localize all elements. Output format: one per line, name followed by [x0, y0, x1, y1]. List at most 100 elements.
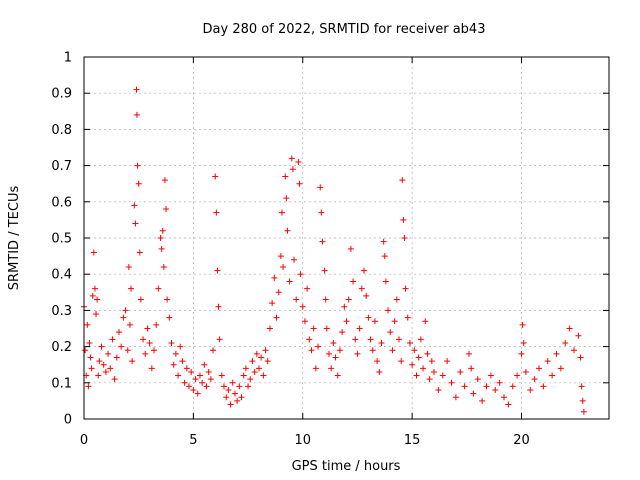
data-point [179, 358, 186, 365]
data-point [580, 408, 587, 415]
data-point [369, 347, 376, 354]
y-tick-label: 0.6 [51, 195, 72, 210]
data-point [216, 336, 223, 343]
data-point [356, 325, 363, 332]
data-point [109, 336, 116, 343]
data-point [428, 358, 435, 365]
data-point [376, 368, 383, 375]
data-point [277, 253, 284, 260]
data-point [468, 365, 475, 372]
data-point [213, 209, 220, 216]
data-point [128, 285, 135, 292]
data-point [350, 278, 357, 285]
data-point [163, 206, 170, 213]
data-point [385, 307, 392, 314]
data-point [404, 314, 411, 321]
data-point [286, 278, 293, 285]
data-point [203, 383, 210, 390]
y-axis-label: SRMTID / TECUs [7, 186, 22, 291]
data-point [514, 372, 521, 379]
data-point [140, 336, 147, 343]
data-point [160, 263, 167, 270]
data-point [86, 339, 93, 346]
data-point [181, 379, 188, 386]
data-point [135, 180, 142, 187]
data-point [88, 365, 95, 372]
data-point [444, 358, 451, 365]
data-point [400, 216, 407, 223]
data-point [196, 372, 203, 379]
data-point [240, 372, 247, 379]
data-point [334, 372, 341, 379]
data-point [212, 173, 219, 180]
data-point [234, 397, 241, 404]
data-point [452, 394, 459, 401]
x-tick-label: 10 [294, 433, 311, 448]
data-point [159, 227, 166, 234]
data-point [113, 354, 120, 361]
data-point [126, 321, 133, 328]
data-point [155, 285, 162, 292]
data-point [205, 368, 212, 375]
data-point [426, 376, 433, 383]
data-point [266, 325, 273, 332]
data-point [332, 354, 339, 361]
data-point [136, 249, 143, 256]
data-point [186, 383, 192, 390]
data-point [343, 318, 350, 325]
data-point [562, 339, 569, 346]
data-point [253, 350, 260, 357]
data-point [315, 343, 322, 350]
data-point [461, 383, 468, 390]
data-point [578, 383, 585, 390]
data-point [422, 318, 429, 325]
data-point [296, 180, 303, 187]
data-point [148, 365, 155, 372]
data-point [142, 350, 149, 357]
data-point [161, 177, 168, 184]
data-point [520, 339, 527, 346]
data-point [374, 358, 381, 365]
data-point [380, 238, 387, 245]
data-point [264, 358, 271, 365]
data-point [111, 376, 118, 383]
y-tick-label: 0 [64, 413, 72, 428]
data-point [153, 321, 160, 328]
data-point [415, 354, 422, 361]
data-point [326, 350, 332, 357]
y-tick-label: 1 [64, 51, 72, 66]
data-point [330, 339, 337, 346]
data-point [125, 263, 132, 270]
data-point [251, 368, 258, 375]
data-point [382, 278, 389, 285]
y-tick-label: 0.4 [51, 268, 72, 283]
data-point [256, 365, 262, 372]
data-point [312, 365, 319, 372]
data-point [557, 365, 564, 372]
data-point [100, 361, 107, 368]
data-point [381, 253, 388, 260]
data-point [91, 285, 98, 292]
data-point [122, 307, 129, 314]
data-point [553, 350, 560, 357]
data-point [95, 372, 102, 379]
data-point [328, 365, 335, 372]
data-point [479, 397, 486, 404]
data-points [81, 86, 587, 415]
data-point [389, 347, 396, 354]
data-point [487, 372, 494, 379]
data-point [409, 361, 416, 368]
data-point [310, 325, 317, 332]
data-point [549, 372, 556, 379]
data-point [260, 372, 267, 379]
data-point [118, 343, 125, 350]
data-point [170, 361, 177, 368]
data-point [144, 325, 151, 332]
data-point [85, 383, 92, 390]
data-point [105, 350, 112, 357]
chart-title: Day 280 of 2022, SRMTID for receiver ab4… [203, 22, 486, 37]
data-point [258, 354, 265, 361]
data-point [391, 318, 398, 325]
data-point [367, 336, 374, 343]
